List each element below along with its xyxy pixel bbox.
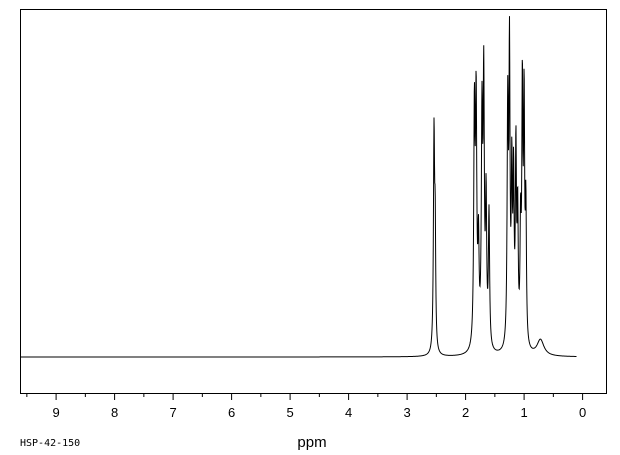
x-axis-tick-labels: 9 8 7 6 5 4 3 2 1 0 bbox=[52, 405, 586, 420]
x-axis-title: ppm bbox=[297, 434, 326, 451]
x-tick-label: 6 bbox=[228, 405, 235, 420]
x-tick-label: 0 bbox=[579, 405, 586, 420]
x-tick-label: 9 bbox=[52, 405, 59, 420]
x-tick-label: 2 bbox=[462, 405, 469, 420]
x-tick-label: 1 bbox=[520, 405, 527, 420]
spectrum-trace bbox=[21, 16, 577, 358]
x-tick-label: 5 bbox=[286, 405, 293, 420]
plot-frame bbox=[20, 9, 607, 394]
x-tick-label: 7 bbox=[169, 405, 176, 420]
x-axis-ticks bbox=[26, 393, 584, 400]
x-tick-label: 4 bbox=[345, 405, 352, 420]
x-tick-label: 3 bbox=[403, 405, 410, 420]
x-tick-label: 8 bbox=[111, 405, 118, 420]
spectrum-code-label: HSP-42-150 bbox=[20, 438, 80, 449]
